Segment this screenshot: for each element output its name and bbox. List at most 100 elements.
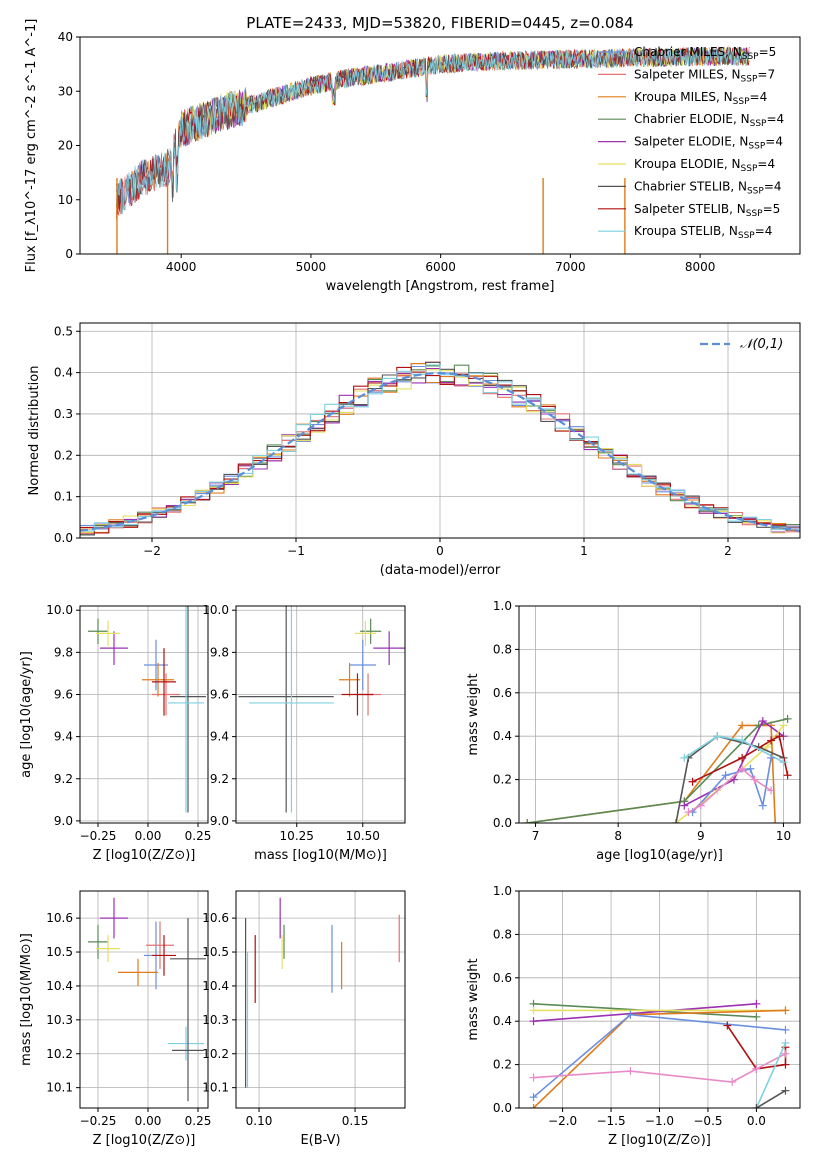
tick-label-y: 10.3: [46, 1013, 73, 1027]
spectrum-line: [115, 46, 750, 214]
tick-label-y: 0: [65, 247, 73, 261]
tick-label-y: 40: [58, 30, 73, 44]
tick-label-x: 8: [614, 829, 622, 843]
tick-label-y: 10.0: [46, 603, 73, 617]
tick-label-y: 10.3: [202, 1013, 229, 1027]
plot-area: [245, 897, 400, 1088]
tick-label-y: 0.6: [493, 686, 512, 700]
errorbar-point: [146, 921, 174, 969]
tick-label-y: 20: [58, 139, 73, 153]
axes-frame: [79, 605, 209, 824]
tick-label-x: 0.10: [246, 1114, 273, 1128]
weight-series: [527, 718, 788, 823]
tick-label-x: 9: [697, 829, 705, 843]
chart-age-vs-mass: 10.25 10.50 9.0 9.2 9.4 9.6 9.8 10.0 mass [log10…: [202, 603, 406, 863]
x-axis-label: mass [log10(M/M⊙)]: [254, 848, 387, 863]
tick-label-x: 0.00: [135, 1114, 162, 1128]
histogram-series: [80, 364, 800, 532]
legend-entry: Salpeter ELODIE, NSSP=4: [634, 135, 783, 152]
tick-label-y: 1.0: [493, 599, 512, 613]
plot-area: [529, 999, 790, 1108]
tick-label-y: 0.4: [493, 1014, 512, 1028]
tick-label-x: 0.15: [342, 1114, 369, 1128]
errorbar-point: [170, 606, 206, 813]
tick-label-y: 10.2: [46, 1047, 73, 1061]
axes-frame: [235, 890, 406, 1109]
tick-label-y: 0.0: [54, 531, 73, 545]
legend-entry: Chabrier ELODIE, NSSP=4: [634, 112, 784, 129]
errorbar-point: [100, 631, 128, 665]
plot-area: [238, 606, 405, 813]
legend-entry: Salpeter MILES, NSSP=7: [634, 67, 775, 84]
tick-label-x: 7: [532, 829, 540, 843]
tick-label-y: 10.4: [202, 979, 229, 993]
errorbar-point: [96, 935, 120, 963]
tick-label-y: 9.6: [210, 687, 229, 701]
weight-series: [692, 757, 772, 813]
tick-label-y: 10.0: [202, 603, 229, 617]
errorbar-point: [349, 639, 376, 691]
errorbar-point: [142, 662, 174, 697]
weight-series: [755, 1089, 786, 1108]
y-axis-label: mass weight: [466, 673, 481, 755]
x-axis-label: Z [log10(Z/Z⊙)]: [93, 1133, 196, 1148]
tick-label-y: 0.6: [493, 971, 512, 985]
tick-label-x: −2.0: [548, 1114, 577, 1128]
tick-label-x: 0.0: [747, 1114, 766, 1128]
gaussian-curve: [80, 371, 800, 532]
chart-mass-vs-Z: −0.25 0.00 0.25 10.1 10.2 10.3 10.4 10.5 10.6 Z […: [19, 890, 211, 1148]
legend-entry: Kroupa STELIB, NSSP=4: [634, 224, 772, 241]
errorbar-point: [249, 606, 334, 813]
tick-label-x: 10: [776, 829, 791, 843]
tick-label-y: 0.0: [493, 1101, 512, 1115]
tick-label-y: 9.2: [210, 772, 229, 786]
tick-label-y: 1.0: [493, 884, 512, 898]
y-axis-label: Flux [f_λ10^-17 erg cm^-2 s^-1 A^-1]: [24, 19, 39, 273]
weight-series: [683, 719, 784, 807]
x-axis-label: Z [log10(Z/Z⊙)]: [608, 1133, 711, 1148]
tick-label-x: 0.25: [185, 829, 212, 843]
legend-entry: Chabrier MILES, NSSP=5: [634, 45, 776, 62]
tick-label-x: 1: [580, 544, 588, 558]
tick-label-x: −1: [287, 544, 305, 558]
tick-label-y: 0.3: [54, 407, 73, 421]
tick-label-x: −0.25: [80, 1114, 117, 1128]
tick-label-y: 10.2: [202, 1047, 229, 1061]
chart-weight-vs-age: 7 8 9 10 0.0 0.2 0.4 0.6 0.8 1.0 age [log10(age/yr…: [466, 599, 801, 863]
errorbar-point: [360, 618, 382, 644]
errorbar-point: [118, 958, 158, 986]
tick-label-y: 0.0: [493, 816, 512, 830]
x-axis-label: E(B-V): [300, 1133, 340, 1148]
errorbar-point: [238, 606, 334, 813]
histogram-series: [80, 366, 800, 534]
legend-entry: 𝒩(0,1): [740, 337, 783, 352]
tick-label-y: 0.2: [54, 448, 73, 462]
tick-label-y: 0.1: [54, 490, 73, 504]
tick-label-x: 0.00: [135, 829, 162, 843]
tick-label-y: 0.8: [493, 642, 512, 656]
errorbar-point: [168, 1026, 204, 1061]
tick-label-y: 0.5: [54, 324, 73, 338]
tick-label-y: 30: [58, 84, 73, 98]
errorbar-point: [88, 924, 108, 959]
errorbar-point: [152, 673, 180, 716]
tick-label-y: 0.4: [54, 366, 73, 380]
chart-mass-vs-EBV: 0.10 0.15 10.1 10.2 10.3 10.4 10.5 10.6 E(B-V): [202, 890, 406, 1148]
tick-label-x: −1.0: [645, 1114, 674, 1128]
axes-frame: [235, 605, 406, 824]
x-axis-label: age [log10(age/yr)]: [596, 848, 723, 863]
tick-label-y: 0.2: [493, 773, 512, 787]
errorbar-point: [168, 606, 204, 813]
tick-label-y: 9.4: [210, 730, 229, 744]
chart-spectrum: 4000 5000 6000 7000 8000 0 10 20 30 40 wavelength …: [24, 19, 801, 294]
tick-label-x: 8000: [685, 260, 716, 274]
errorbar-point: [152, 935, 176, 976]
errorbar-point: [373, 631, 405, 665]
tick-label-x: −1.5: [596, 1114, 625, 1128]
weight-series: [533, 1003, 757, 1022]
chart-weight-vs-Z: −2.0 −1.5 −1.0 −0.5 0.0 0.0 0.2 0.4 0.6 0.8 1.0 Z […: [466, 884, 801, 1148]
tick-label-x: −2: [143, 544, 161, 558]
plot-area: [88, 897, 206, 1102]
errorbar-point: [341, 673, 374, 716]
